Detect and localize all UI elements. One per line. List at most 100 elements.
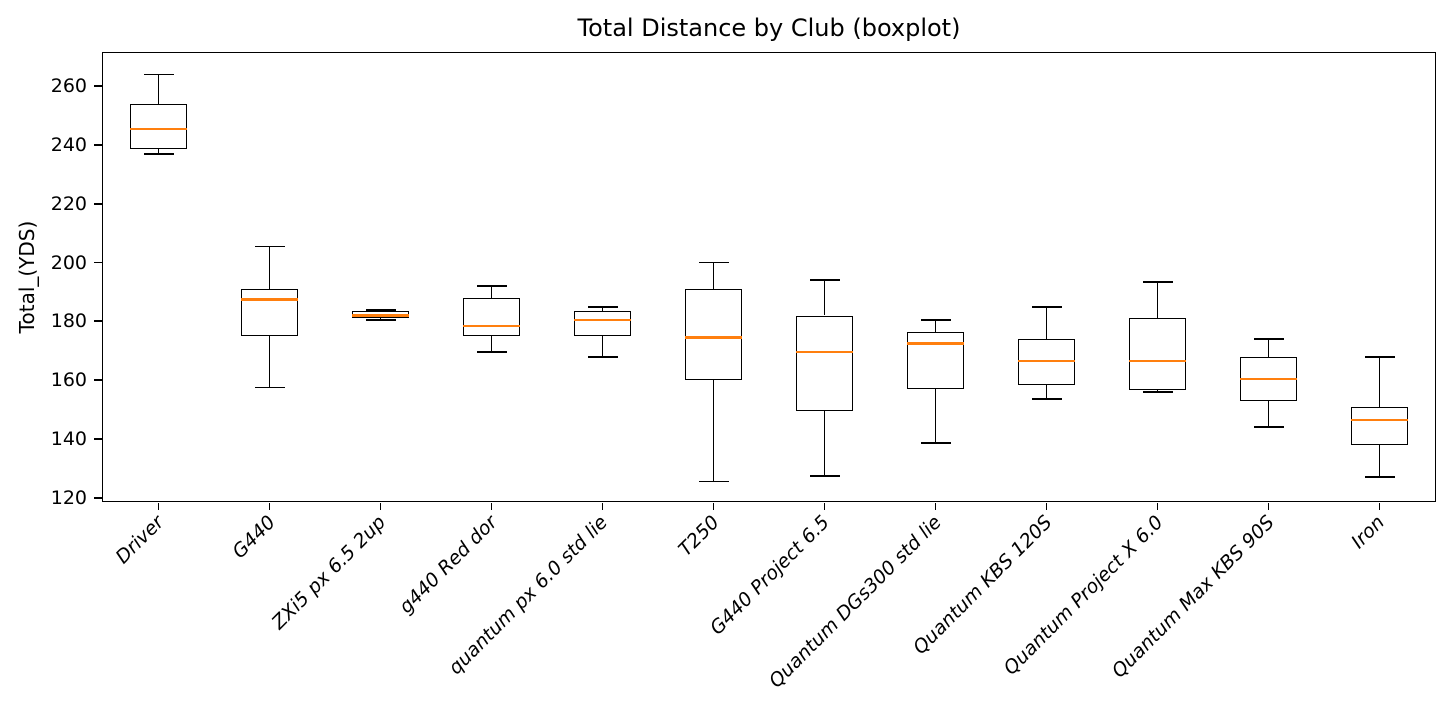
- x-tick-label: G440: [227, 511, 280, 563]
- whisker-upper: [1378, 356, 1381, 407]
- box: [685, 289, 742, 381]
- median-line: [685, 336, 742, 339]
- x-tick-mark: [379, 502, 382, 510]
- whisker-lower: [268, 336, 271, 388]
- box: [241, 289, 298, 337]
- box: [796, 315, 853, 412]
- x-tick-mark: [1267, 502, 1270, 510]
- whisker-upper: [1267, 339, 1270, 357]
- whisker-cap-upper: [254, 245, 285, 248]
- whisker-cap-lower: [1253, 426, 1284, 429]
- x-tick-mark: [934, 502, 937, 510]
- whisker-cap-lower: [1364, 476, 1395, 479]
- whisker-upper: [934, 319, 937, 332]
- y-tick-label: 120: [50, 486, 87, 509]
- whisker-cap-lower: [587, 355, 618, 358]
- whisker-cap-lower: [1031, 398, 1062, 401]
- box: [574, 311, 631, 337]
- x-tick-mark: [601, 502, 604, 510]
- y-tick-label: 200: [50, 251, 87, 274]
- y-tick-mark: [94, 320, 102, 323]
- median-line: [463, 324, 520, 327]
- y-tick-label: 240: [50, 134, 87, 156]
- box: [1129, 318, 1186, 391]
- whisker-upper: [601, 306, 604, 312]
- whisker-cap-upper: [1031, 305, 1062, 308]
- x-tick-mark: [1045, 502, 1048, 510]
- whisker-cap-upper: [1253, 338, 1284, 340]
- plot-area: [102, 52, 1436, 502]
- whisker-cap-upper: [143, 73, 174, 76]
- whisker-lower: [490, 336, 493, 353]
- x-tick-mark: [157, 502, 160, 510]
- whisker-cap-lower: [365, 319, 396, 321]
- whisker-lower: [1267, 400, 1270, 428]
- y-tick-label: 220: [50, 192, 87, 215]
- whisker-upper: [823, 280, 826, 316]
- x-tick-label: ZXi5 px 6.5 2up: [267, 511, 391, 634]
- whisker-lower: [823, 411, 826, 476]
- whisker-cap-lower: [143, 152, 174, 155]
- x-tick-mark: [1156, 502, 1159, 510]
- whisker-lower: [934, 389, 937, 444]
- x-tick-mark: [268, 502, 271, 510]
- whisker-cap-upper: [365, 308, 396, 311]
- whisker-lower: [157, 149, 160, 154]
- median-line: [574, 318, 631, 322]
- whisker-lower: [1045, 384, 1048, 400]
- chart-title: Total Distance by Club (boxplot): [577, 14, 961, 42]
- y-tick-label: 180: [50, 310, 87, 333]
- whisker-lower: [712, 380, 715, 482]
- y-tick-label: 160: [50, 369, 87, 392]
- x-tick-label: g440 Red dor: [394, 511, 502, 618]
- median-line: [1351, 418, 1408, 422]
- median-line: [352, 314, 409, 317]
- median-line: [130, 127, 187, 131]
- x-tick-mark: [823, 502, 826, 510]
- whisker-cap-upper: [1142, 280, 1173, 283]
- box: [463, 297, 520, 337]
- whisker-cap-upper: [476, 285, 507, 287]
- y-tick-mark: [94, 85, 102, 88]
- whisker-cap-upper: [920, 319, 951, 321]
- whisker-lower: [1378, 444, 1381, 478]
- whisker-cap-lower: [476, 351, 507, 354]
- box: [130, 103, 187, 150]
- y-tick-mark: [94, 144, 102, 146]
- whisker-cap-lower: [920, 442, 951, 445]
- whisker-upper: [157, 74, 160, 104]
- y-tick-mark: [94, 496, 102, 499]
- whisker-cap-upper: [809, 279, 840, 282]
- y-tick-label: 140: [50, 427, 87, 450]
- box: [1351, 406, 1408, 445]
- median-line: [1240, 377, 1297, 380]
- x-tick-label: Iron: [1347, 511, 1390, 554]
- box: [907, 331, 964, 389]
- x-tick-mark: [712, 502, 715, 510]
- whisker-lower: [601, 336, 604, 357]
- median-line: [796, 351, 853, 354]
- whisker-upper: [490, 286, 493, 298]
- whisker-upper: [1156, 281, 1159, 319]
- whisker-upper: [1045, 306, 1048, 340]
- whisker-cap-lower: [254, 386, 285, 389]
- whisker-upper: [268, 246, 271, 290]
- y-tick-mark: [94, 438, 102, 440]
- whisker-cap-lower: [698, 480, 729, 483]
- y-tick-mark: [94, 202, 102, 205]
- y-tick-mark: [94, 261, 102, 264]
- whisker-cap-lower: [1142, 391, 1173, 393]
- median-line: [1129, 359, 1186, 363]
- whisker-cap-upper: [698, 261, 729, 264]
- y-tick-label: 260: [50, 75, 87, 98]
- x-tick-label: T250: [673, 511, 724, 561]
- x-tick-label: G440 Project 6.5: [706, 511, 835, 640]
- whisker-cap-upper: [1364, 355, 1395, 358]
- whisker-upper: [712, 262, 715, 290]
- x-tick-mark: [1378, 502, 1381, 510]
- whisker-cap-upper: [587, 305, 618, 308]
- y-tick-mark: [94, 379, 102, 382]
- x-tick-label: Driver: [111, 511, 169, 569]
- median-line: [1018, 359, 1075, 363]
